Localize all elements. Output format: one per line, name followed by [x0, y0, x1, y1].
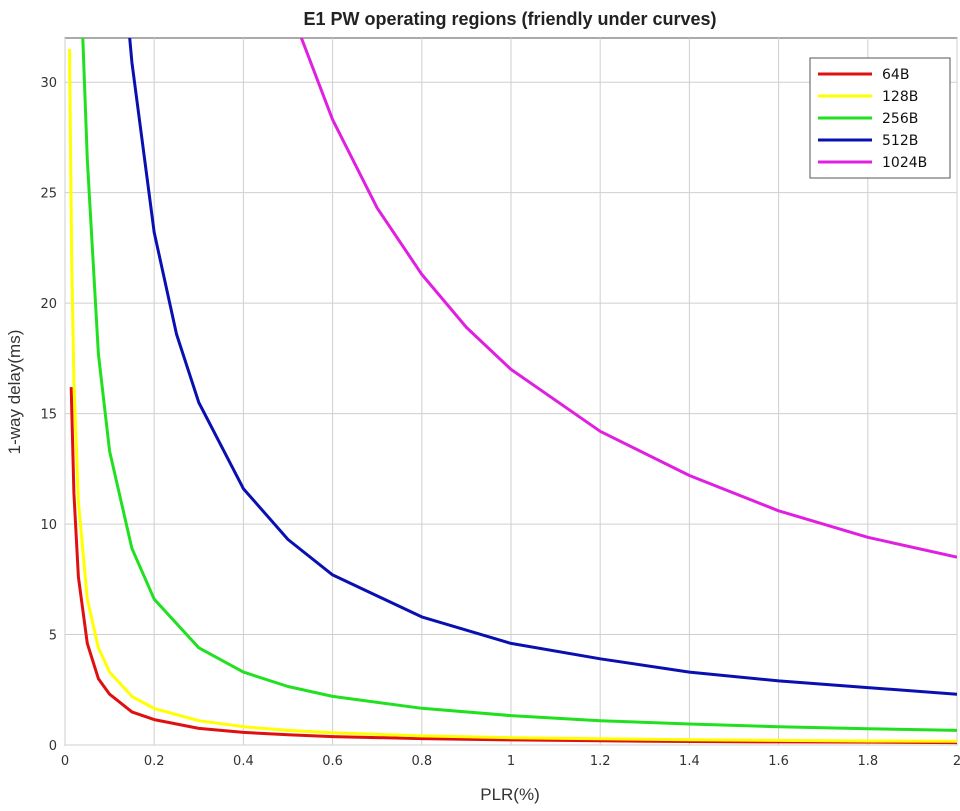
legend-label-512B: 512B — [882, 133, 918, 149]
series-line-256B — [81, 38, 957, 732]
legend-label-128B: 128B — [882, 89, 918, 105]
y-tick-label: 20 — [40, 297, 57, 312]
y-axis-ticks: 0 5 10 15 20 25 30 — [40, 76, 57, 754]
series-line-128B — [68, 48, 957, 743]
legend-box — [809, 57, 951, 179]
y-tick-label: 30 — [40, 76, 57, 91]
x-tick-label: 2 — [953, 754, 960, 769]
x-tick-label: 0.4 — [233, 754, 254, 769]
legend-label-256B: 256B — [882, 111, 918, 127]
legend-label-1024B: 1024B — [882, 155, 927, 171]
series-line-1024B — [299, 38, 957, 559]
series-lines — [68, 38, 957, 745]
y-tick-label: 0 — [49, 739, 57, 754]
x-tick-label: 0.8 — [411, 754, 432, 769]
legend: 64B 128B 256B 512B 1024B — [809, 57, 951, 179]
y-tick-label: 25 — [40, 187, 57, 202]
x-tick-label: 0.6 — [322, 754, 343, 769]
y-axis-label: 1-way delay(ms) — [5, 330, 24, 455]
x-tick-label: 1 — [507, 754, 515, 769]
y-tick-label: 5 — [49, 629, 57, 644]
x-tick-label: 1.2 — [590, 754, 611, 769]
y-tick-label: 15 — [40, 408, 57, 423]
x-axis-ticks: 0 0.2 0.4 0.6 0.8 1 1.2 1.4 1.6 1.8 2 — [61, 754, 960, 769]
x-tick-label: 0 — [61, 754, 69, 769]
chart-title: E1 PW operating regions (friendly under … — [303, 9, 716, 29]
x-axis-label: PLR(%) — [480, 785, 540, 804]
y-tick-label: 10 — [40, 518, 57, 533]
series-line-64B — [69, 387, 957, 745]
x-tick-label: 1.6 — [768, 754, 789, 769]
series-line-512B — [128, 38, 957, 696]
legend-label-64B: 64B — [882, 67, 909, 83]
x-tick-label: 1.8 — [857, 754, 878, 769]
x-tick-label: 1.4 — [679, 754, 700, 769]
x-tick-label: 0.2 — [144, 754, 165, 769]
